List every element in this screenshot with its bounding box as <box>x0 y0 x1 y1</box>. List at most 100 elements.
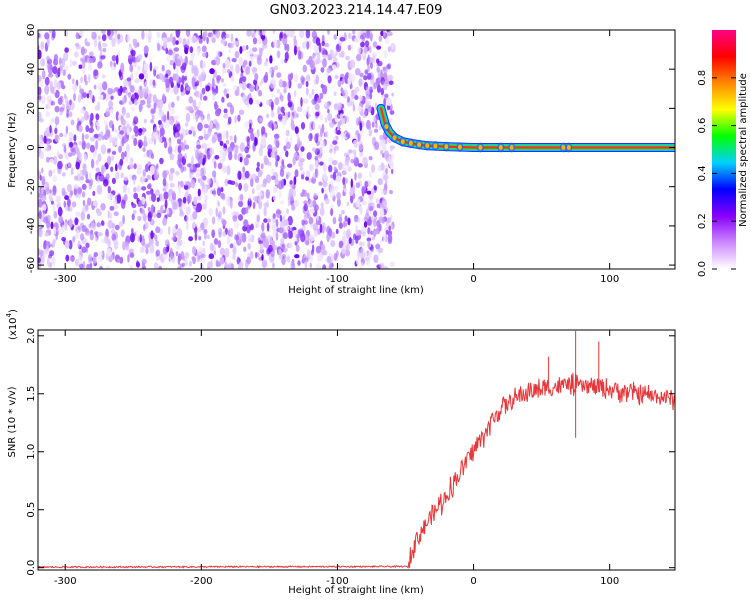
noise-speck <box>346 157 349 167</box>
noise-speck <box>350 84 354 89</box>
noise-speck <box>207 178 212 185</box>
noise-speck <box>39 174 42 181</box>
noise-speck <box>161 37 168 43</box>
noise-speck <box>125 112 131 119</box>
noise-speck <box>280 200 284 205</box>
noise-speck <box>320 67 325 73</box>
noise-speck <box>62 69 66 76</box>
noise-speck <box>128 43 132 48</box>
noise-speck <box>88 73 91 84</box>
noise-speck <box>189 46 194 54</box>
noise-speck <box>139 103 143 110</box>
noise-speck <box>80 57 83 62</box>
noise-speck <box>51 192 57 196</box>
noise-speck <box>202 175 207 181</box>
noise-speck <box>330 231 336 239</box>
noise-speck <box>367 233 372 239</box>
noise-speck <box>132 209 137 215</box>
x-tick-label: -300 <box>54 274 77 285</box>
noise-speck <box>364 180 369 188</box>
snr-y-unit-exponent: 4 <box>5 312 13 317</box>
noise-speck <box>221 96 225 103</box>
noise-speck <box>251 66 257 76</box>
noise-speck <box>293 152 298 158</box>
noise-speck <box>108 100 113 109</box>
spectrogram-y-label: Frequency (Hz) <box>7 112 18 188</box>
noise-speck <box>97 136 102 142</box>
noise-speck <box>349 100 355 107</box>
noise-speck <box>330 240 336 248</box>
noise-speck <box>371 236 376 241</box>
noise-speck <box>170 87 173 94</box>
noise-speck <box>202 61 206 69</box>
noise-speck <box>268 68 273 76</box>
noise-speck <box>287 111 291 118</box>
noise-speck <box>293 110 297 120</box>
noise-speck <box>97 232 103 237</box>
noise-speck <box>273 245 278 250</box>
noise-speck <box>224 178 229 187</box>
noise-speck <box>41 195 47 201</box>
noise-speck <box>292 188 296 198</box>
noise-speck <box>168 193 171 202</box>
noise-speck <box>129 164 134 169</box>
signal-blob-core <box>509 145 514 150</box>
noise-speck <box>258 47 264 52</box>
noise-speck <box>254 251 258 259</box>
noise-speck <box>38 95 42 100</box>
noise-speck <box>229 42 234 49</box>
noise-speck <box>162 178 167 187</box>
noise-speck <box>218 227 223 235</box>
noise-speck <box>353 139 357 145</box>
noise-speck <box>376 45 382 50</box>
x-tick-label: 0 <box>470 274 476 285</box>
noise-speck <box>296 106 303 113</box>
noise-speck <box>215 261 220 268</box>
noise-speck <box>266 99 271 106</box>
chart-title: GN03.2023.214.14.47.E09 <box>270 3 443 18</box>
noise-speck <box>133 192 139 200</box>
noise-speck <box>107 210 111 219</box>
noise-speck <box>390 146 393 152</box>
noise-speck <box>343 188 348 193</box>
noise-speck <box>254 31 257 38</box>
noise-speck <box>272 195 276 201</box>
noise-speck <box>87 197 92 206</box>
noise-speck <box>350 158 354 164</box>
noise-speck <box>280 178 285 189</box>
noise-speck <box>258 240 264 245</box>
noise-speck <box>93 84 97 90</box>
noise-speck <box>72 78 75 85</box>
noise-speck <box>219 256 225 265</box>
noise-speck <box>207 128 212 137</box>
noise-speck <box>90 158 95 169</box>
noise-speck <box>105 265 110 269</box>
noise-speck <box>50 221 54 230</box>
noise-speck <box>98 174 105 182</box>
noise-speck <box>238 261 244 267</box>
noise-speck <box>118 145 122 153</box>
noise-speck <box>67 73 72 80</box>
noise-speck <box>214 109 221 117</box>
noise-speck <box>139 85 143 91</box>
noise-speck <box>126 151 131 159</box>
noise-speck <box>201 52 208 57</box>
noise-speck <box>38 257 41 263</box>
noise-speck <box>365 86 371 91</box>
noise-speck <box>156 31 161 39</box>
noise-speck <box>329 121 335 128</box>
noise-speck <box>197 188 201 197</box>
noise-speck <box>337 79 342 88</box>
noise-speck <box>222 68 227 74</box>
noise-speck <box>101 164 105 175</box>
noise-speck <box>184 152 187 160</box>
noise-speck <box>382 30 386 37</box>
noise-speck <box>343 230 346 237</box>
noise-speck <box>208 253 215 260</box>
noise-speck <box>96 184 103 195</box>
noise-speck <box>111 150 117 155</box>
noise-speck <box>382 200 387 206</box>
noise-speck <box>82 199 86 207</box>
noise-speck <box>217 187 221 197</box>
noise-speck <box>146 184 152 190</box>
